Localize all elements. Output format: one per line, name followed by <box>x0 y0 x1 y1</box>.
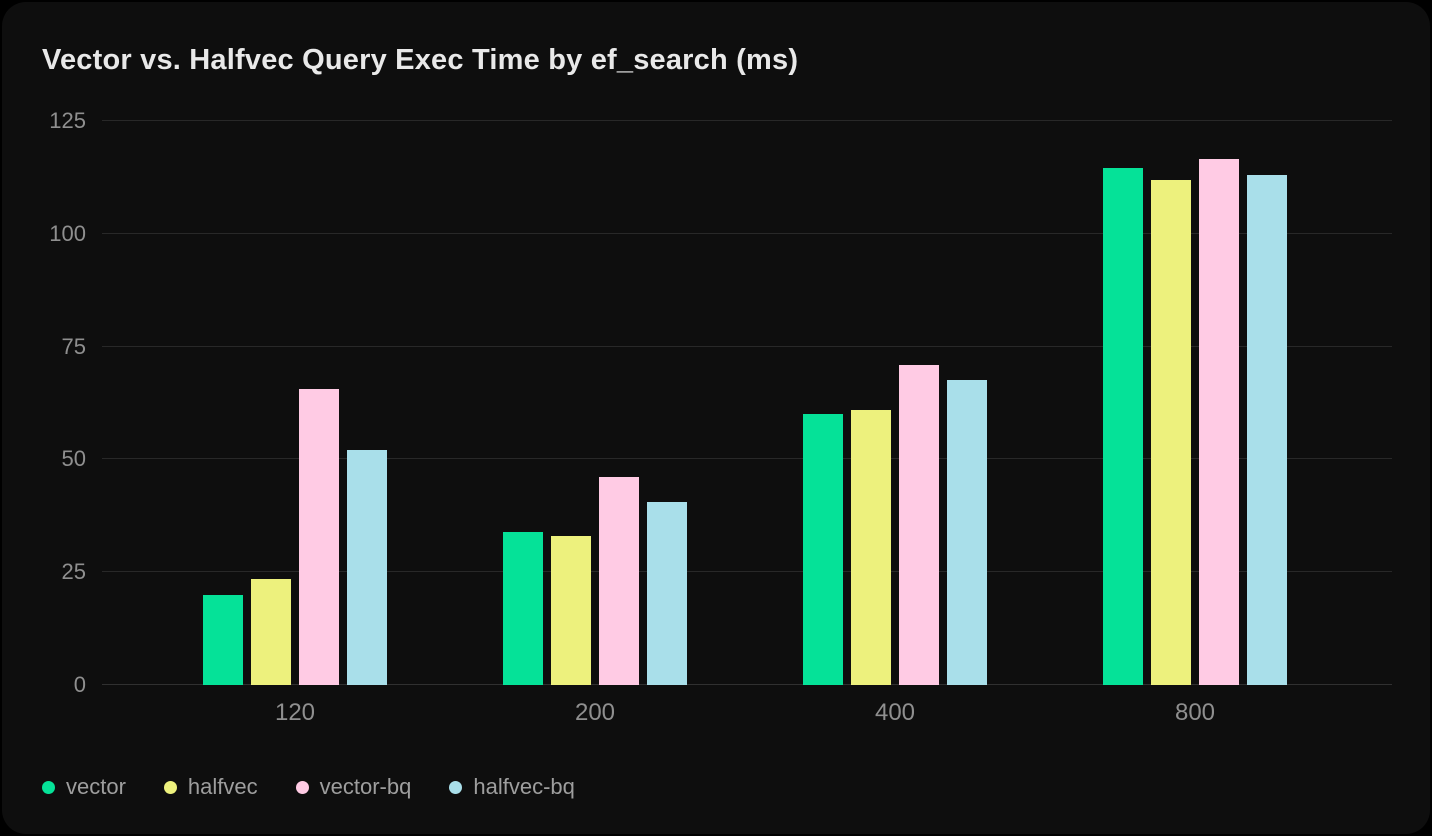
bar-vector-bq-800 <box>1199 159 1239 685</box>
x-tick-label-200: 200 <box>574 699 616 726</box>
bar-halfvec-bq-800 <box>1247 175 1287 685</box>
legend-item-halfvec-bq[interactable]: halfvec-bq <box>449 776 575 798</box>
x-tick-label-400: 400 <box>874 699 916 726</box>
bar-group-200 <box>503 121 687 685</box>
y-tick-label-100: 100 <box>49 220 86 246</box>
bar-halfvec-bq-200 <box>647 502 687 685</box>
legend-item-vector-bq[interactable]: vector-bq <box>295 774 412 799</box>
y-tick-label-50: 50 <box>61 446 86 472</box>
legend-dot-halfvec <box>163 780 177 794</box>
bar-group-120 <box>203 121 387 685</box>
bar-vector-bq-400 <box>899 364 939 685</box>
legend-label-vector: vector <box>66 774 126 799</box>
gridline-y-25 <box>102 571 1392 573</box>
bar-vector-bq-200 <box>599 477 639 685</box>
bar-halfvec-bq-120 <box>347 450 387 685</box>
legend-item-halfvec[interactable]: halfvec <box>163 774 258 799</box>
bar-halfvec-200 <box>551 536 591 685</box>
y-tick-label-0: 0 <box>73 672 86 697</box>
y-tick-label-125: 125 <box>49 108 86 133</box>
legend-dot-vector-bq <box>295 780 309 794</box>
bar-vector-800 <box>1103 168 1143 685</box>
y-tick-label-25: 25 <box>61 559 86 585</box>
x-tick-label-120: 120 <box>274 699 316 726</box>
legend-label-halfvec: halfvec <box>187 774 258 799</box>
bar-halfvec-800 <box>1151 179 1191 685</box>
legend-item-vector[interactable]: vector <box>42 776 126 798</box>
gridline-y-75 <box>102 345 1392 347</box>
bar-vector-120 <box>203 594 243 685</box>
bar-vector-400 <box>803 414 843 685</box>
gridline-y-0 <box>102 684 1392 685</box>
bar-halfvec-120 <box>251 578 291 685</box>
x-tick-label-800: 800 <box>1174 699 1216 726</box>
gridline-y-100 <box>102 232 1392 234</box>
gridline-y-50 <box>102 458 1392 460</box>
chart-title: Vector vs. Halfvec Query Exec Time by ef… <box>42 44 799 76</box>
plot-area: 0 25 50 75 100 125 120 200 400 800 <box>49 110 1392 725</box>
legend-label-vector-bq: vector-bq <box>319 774 412 799</box>
legend: vector halfvec vector-bq halfvec-bq <box>42 776 575 798</box>
y-tick-label-75: 75 <box>61 333 86 359</box>
bar-vector-200 <box>503 531 543 685</box>
legend-dot-halfvec-bq <box>449 780 463 794</box>
bar-halfvec-bq-400 <box>947 380 987 685</box>
bar-halfvec-400 <box>851 409 891 685</box>
legend-label-halfvec-bq: halfvec-bq <box>473 774 575 799</box>
bar-group-400 <box>803 121 987 685</box>
gridline-y-125 <box>102 120 1392 121</box>
bar-vector-bq-120 <box>299 389 339 685</box>
bar-group-800 <box>1103 121 1287 685</box>
legend-dot-vector <box>42 780 55 794</box>
